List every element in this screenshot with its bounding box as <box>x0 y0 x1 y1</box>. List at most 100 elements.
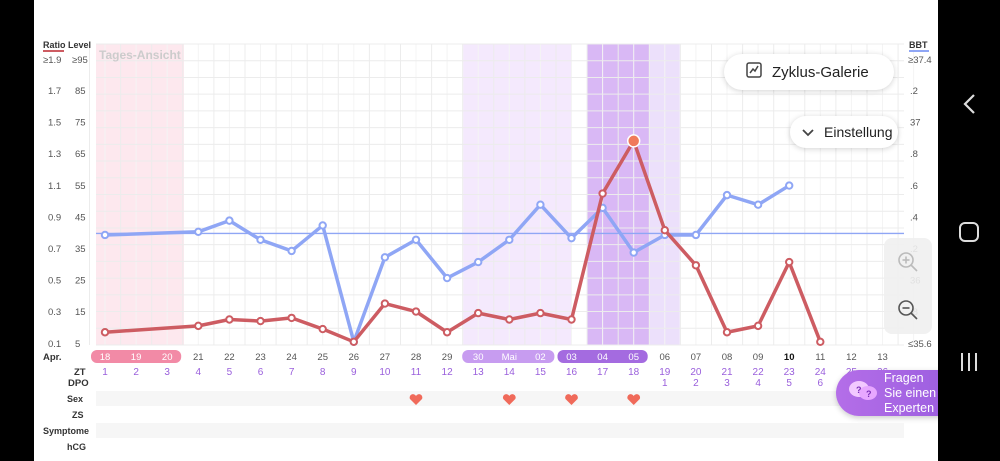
zoom-out-button[interactable] <box>884 286 932 334</box>
date-label[interactable]: 06 <box>660 352 671 363</box>
date-label[interactable]: 25 <box>317 352 328 363</box>
dpo-label: DPO <box>68 378 89 389</box>
date-label[interactable]: Mai <box>502 352 517 363</box>
date-label[interactable]: 02 <box>535 352 546 363</box>
heart-icon[interactable] <box>502 394 516 405</box>
data-point[interactable] <box>598 189 607 198</box>
data-point[interactable] <box>225 315 234 324</box>
data-point[interactable] <box>474 308 483 318</box>
date-label[interactable]: 21 <box>193 352 204 363</box>
cycle-day-label: 1 <box>102 367 108 378</box>
recents-button[interactable] <box>938 342 1000 382</box>
date-label[interactable]: 27 <box>380 352 391 363</box>
settings-label: Einstellung <box>824 124 893 140</box>
data-point[interactable] <box>318 221 327 230</box>
date-label[interactable]: 26 <box>349 352 360 363</box>
data-point[interactable] <box>536 200 545 209</box>
data-point[interactable] <box>318 324 327 334</box>
cycle-day-label: 22 <box>753 367 765 378</box>
settings-button[interactable]: Einstellung <box>790 116 898 148</box>
date-label[interactable]: 07 <box>691 352 702 363</box>
data-point[interactable] <box>380 299 390 308</box>
date-label[interactable]: 10 <box>784 352 795 363</box>
data-point[interactable] <box>785 181 794 190</box>
data-point[interactable] <box>100 230 110 240</box>
data-point[interactable] <box>505 235 514 244</box>
bbt-tick: .2 <box>910 86 918 97</box>
data-point[interactable] <box>256 235 265 244</box>
ask-expert-button[interactable]: ?? Fragen Sie einen Experten <box>836 370 946 416</box>
date-label[interactable]: 22 <box>224 352 235 363</box>
data-point[interactable] <box>785 257 794 267</box>
heart-icon[interactable] <box>565 394 578 405</box>
data-point[interactable] <box>100 328 110 337</box>
date-label[interactable]: 11 <box>815 352 825 363</box>
symptoms-row-label: Symptome <box>43 426 89 436</box>
date-label[interactable]: 05 <box>628 352 639 363</box>
cycle-chart[interactable]: Ratio Level BBT ≥1.9 ≥95 ≥37.4 ≤35.6 Tages-Ans… <box>34 0 938 461</box>
ratio-tick: 1.7 <box>48 86 61 97</box>
heart-icon[interactable] <box>627 394 641 405</box>
bbt-label: BBT <box>909 40 928 50</box>
data-point[interactable] <box>722 190 732 200</box>
home-button[interactable] <box>938 212 1000 252</box>
date-label[interactable]: 13 <box>877 352 888 363</box>
date-label[interactable]: 12 <box>846 352 857 363</box>
recents-icon <box>961 353 977 371</box>
date-label[interactable]: 08 <box>722 352 733 363</box>
data-point[interactable] <box>505 315 514 324</box>
data-point[interactable] <box>194 227 203 236</box>
heart-icon[interactable] <box>409 394 423 405</box>
data-point[interactable] <box>287 313 296 323</box>
data-point[interactable] <box>753 200 763 209</box>
data-point[interactable] <box>567 315 576 324</box>
date-label[interactable]: 30 <box>473 352 484 363</box>
svg-text:?: ? <box>866 389 872 399</box>
data-point[interactable] <box>225 216 234 225</box>
date-label[interactable]: 19 <box>131 352 142 363</box>
data-point[interactable] <box>629 248 638 257</box>
data-point[interactable] <box>691 230 701 240</box>
data-point[interactable] <box>256 316 265 326</box>
date-label[interactable]: 18 <box>100 352 111 363</box>
date-label[interactable]: 04 <box>597 352 608 363</box>
cycle-day-label: 23 <box>784 367 796 378</box>
data-point[interactable] <box>411 307 421 316</box>
bbt-top-tick: ≥37.4 <box>908 55 932 66</box>
data-point[interactable] <box>816 337 825 347</box>
data-point[interactable] <box>380 253 390 262</box>
row-band <box>96 423 904 438</box>
date-label[interactable]: 29 <box>442 352 453 363</box>
ovulation-pill <box>557 350 648 363</box>
data-point[interactable] <box>660 226 669 235</box>
date-label[interactable]: 09 <box>753 352 764 363</box>
data-point[interactable] <box>442 328 452 337</box>
cycle-gallery-button[interactable]: Zyklus-Galerie <box>724 54 894 90</box>
cycle-day-label: 3 <box>164 367 170 378</box>
cycle-day-label: 17 <box>597 367 609 378</box>
zoom-in-button[interactable] <box>884 238 932 286</box>
date-label[interactable]: 03 <box>566 352 577 363</box>
data-point[interactable] <box>287 246 296 256</box>
data-point[interactable] <box>536 308 545 318</box>
date-label[interactable]: 20 <box>162 352 173 363</box>
data-point[interactable] <box>194 321 203 331</box>
data-point[interactable] <box>567 233 576 243</box>
data-point[interactable] <box>411 235 421 244</box>
data-point[interactable] <box>442 273 452 283</box>
back-button[interactable] <box>938 84 1000 124</box>
date-label[interactable]: 24 <box>286 352 297 363</box>
app-screen: Ratio Level BBT ≥1.9 ≥95 ≥37.4 ≤35.6 Tages-Ans… <box>34 0 938 461</box>
svg-text:?: ? <box>856 385 862 395</box>
date-label[interactable]: 23 <box>255 352 266 363</box>
cycle-day-label: 5 <box>227 367 233 378</box>
date-label[interactable]: 28 <box>411 352 422 363</box>
data-point[interactable] <box>753 321 763 331</box>
data-point[interactable] <box>691 261 701 270</box>
data-point[interactable] <box>474 257 483 267</box>
data-point[interactable] <box>349 337 358 347</box>
data-point[interactable] <box>722 328 732 337</box>
peak-marker[interactable] <box>626 134 641 148</box>
sex-row-label: Sex <box>67 394 83 404</box>
zs-row-label: ZS <box>72 410 84 420</box>
